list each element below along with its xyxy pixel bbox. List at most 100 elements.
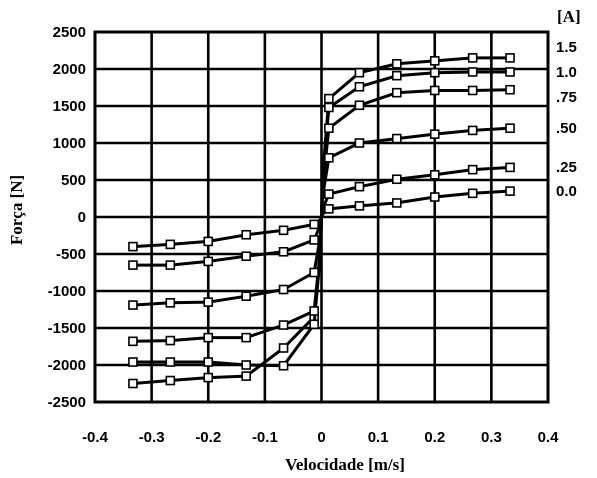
- legend-title: [A]: [557, 7, 581, 26]
- y-tick-label: 1000: [53, 135, 86, 152]
- data-point: [165, 357, 176, 367]
- y-tick-label: 500: [61, 172, 86, 189]
- legend-entry: 1.0: [556, 64, 577, 81]
- data-point: [429, 67, 440, 78]
- data-point: [309, 267, 319, 278]
- data-point: [324, 93, 334, 104]
- x-tick-label: -0.3: [139, 429, 165, 446]
- data-point: [324, 153, 334, 163]
- data-point: [505, 186, 515, 196]
- data-point: [165, 298, 176, 308]
- legend: [A] 1.5 1.0 .75 .50 .25 0.0: [556, 7, 581, 200]
- data-point: [278, 225, 289, 236]
- x-tick-label: 0.3: [481, 429, 502, 446]
- data-point: [354, 81, 365, 92]
- data-point: [203, 372, 214, 383]
- series-line-positive: [328, 70, 511, 109]
- legend-entry: 0.0: [556, 183, 577, 200]
- series-line-positive: [328, 126, 511, 160]
- y-tick-labels: 2500 2000 1500 1000 500 0 -500 -1000 -1500 -2000 -…: [48, 24, 86, 411]
- data-point: [165, 335, 176, 346]
- data-point: [309, 235, 319, 245]
- data-point: [505, 123, 515, 133]
- series-0.0: [128, 186, 515, 252]
- data-point: [241, 229, 251, 240]
- data-point: [429, 85, 440, 96]
- data-point: [324, 204, 334, 214]
- data-point: [241, 332, 251, 343]
- legend-entry: .50: [556, 120, 577, 137]
- series-layer: [128, 53, 515, 389]
- x-tick-label: 0.4: [538, 429, 560, 446]
- data-point: [128, 241, 138, 252]
- legend-entry: .25: [556, 159, 577, 176]
- data-point: [203, 236, 214, 247]
- data-point: [203, 357, 214, 367]
- data-point: [354, 201, 365, 211]
- x-tick-label: -0.2: [195, 429, 221, 446]
- data-point: [278, 343, 289, 353]
- data-point: [309, 319, 319, 330]
- y-tick-label: -2500: [48, 394, 86, 411]
- data-point: [354, 100, 365, 111]
- y-tick-label: 2000: [53, 61, 86, 78]
- data-point: [241, 371, 251, 381]
- data-point: [241, 291, 251, 301]
- data-point: [278, 320, 289, 330]
- data-point: [467, 125, 478, 136]
- legend-entry: .75: [556, 89, 577, 106]
- data-point: [429, 56, 440, 66]
- data-point: [354, 67, 365, 78]
- y-tick-label: -1500: [48, 320, 86, 337]
- data-point: [467, 53, 478, 63]
- data-point: [203, 256, 214, 267]
- y-axis-label: Força [N]: [7, 175, 26, 245]
- series-line-negative: [132, 271, 315, 307]
- data-point: [354, 181, 365, 192]
- series-line-positive: [327, 88, 511, 130]
- data-point: [278, 360, 289, 371]
- data-point: [392, 133, 402, 144]
- data-point: [505, 84, 515, 95]
- data-point: [324, 189, 334, 199]
- data-point: [203, 332, 214, 343]
- data-point: [429, 129, 440, 139]
- series-line-positive: [327, 56, 511, 100]
- data-point: [165, 239, 176, 250]
- series-line-negative: [132, 238, 315, 267]
- data-point: [429, 170, 440, 180]
- data-point: [392, 198, 402, 208]
- data-point: [392, 59, 402, 69]
- y-tick-label: -1000: [48, 283, 86, 300]
- x-axis-label: Velocidade [m/s]: [285, 455, 405, 474]
- data-point: [429, 192, 440, 202]
- y-tick-label: -500: [56, 246, 86, 263]
- data-point: [505, 162, 515, 173]
- data-point: [467, 85, 478, 96]
- series-line-negative: [132, 309, 315, 343]
- data-point: [278, 246, 289, 257]
- series-line-positive: [328, 165, 511, 196]
- x-tick-label: 0.1: [368, 429, 389, 446]
- data-point: [128, 260, 138, 270]
- series-line-negative: [132, 222, 315, 249]
- data-point: [241, 251, 251, 262]
- data-point: [165, 375, 176, 386]
- plot-frame: [93, 30, 550, 404]
- legend-entry: 1.5: [556, 39, 577, 56]
- x-tick-labels: -0.4 -0.3 -0.2 -0.1 0 0.1 0.2 0.3 0.4: [82, 429, 559, 446]
- data-point: [467, 164, 478, 175]
- data-point: [324, 123, 334, 133]
- data-point: [392, 174, 402, 185]
- data-point: [128, 357, 138, 367]
- x-tick-label: 0: [317, 429, 325, 446]
- y-tick-label: 0: [78, 209, 86, 226]
- data-point: [241, 360, 251, 370]
- series-line-negative: [132, 323, 316, 368]
- data-point: [309, 219, 319, 230]
- x-tick-label: -0.4: [82, 429, 109, 446]
- data-point: [467, 188, 478, 199]
- y-tick-label: 2500: [53, 24, 86, 41]
- data-point: [505, 53, 515, 63]
- data-point: [278, 284, 289, 295]
